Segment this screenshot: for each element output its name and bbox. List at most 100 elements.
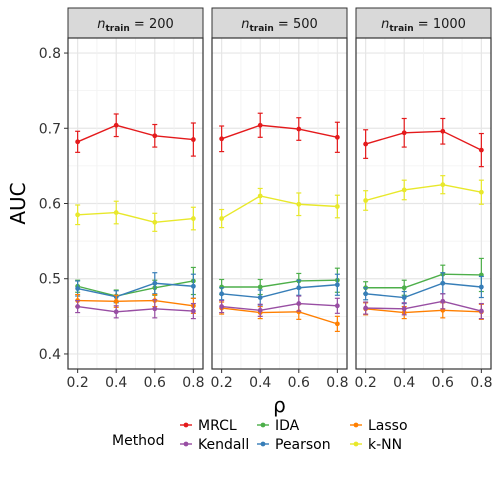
data-point [190,308,196,314]
x-tick-label: 0.8 [326,375,348,391]
data-point [113,210,119,215]
panel-border [355,37,492,370]
series-k-nn [219,187,340,229]
data-point [190,137,196,142]
data-point [219,216,225,221]
data-point [401,295,407,300]
series-kendall [219,295,340,317]
legend-label: MRCL [198,418,237,434]
series-kendall [363,293,484,320]
x-tick-label: 0.4 [393,375,415,391]
series-line [77,124,194,143]
y-tick-label: 0.5 [39,272,61,288]
series-pearson [219,273,340,306]
data-point [257,193,263,199]
data-point [113,122,119,128]
legend-key-point [183,422,189,428]
data-point [257,122,263,128]
facet-panel: ntrain = 200 0.2 0.4 0.6 0.8 [67,7,204,391]
data-point [401,285,407,291]
x-axis-title: ρ [273,393,286,417]
series-line [221,302,338,312]
y-tick-label: 0.8 [39,46,61,62]
data-point [440,182,446,188]
data-point [219,136,225,142]
legend-key-point [183,441,189,447]
series-line [221,195,338,220]
series-line [365,273,482,289]
data-point [363,198,369,203]
legend-entry: k-NN [350,437,402,453]
facet-strip-label: ntrain = 200 [97,17,174,34]
series-line [77,211,194,224]
data-point [401,187,407,193]
data-point [296,285,302,291]
legend-label: Kendall [198,437,249,453]
data-point [219,304,225,309]
legend-entry: MRCL [180,418,237,434]
data-point [75,212,81,218]
series-mrcl [219,112,340,153]
data-point [334,134,340,140]
data-point [219,291,225,297]
series-line [77,282,194,298]
legend-entry: Kendall [180,437,249,453]
data-point [113,309,119,315]
data-point [190,216,196,221]
data-point [334,204,340,209]
x-tick-label: 0.8 [182,375,204,391]
series-k-nn [363,175,484,211]
data-point [440,128,446,134]
data-point [363,305,369,311]
series-line [365,130,482,151]
series-line [365,300,482,312]
legend-entry: Lasso [350,418,408,434]
series-pearson [75,272,196,304]
x-tick-label: 0.6 [288,375,310,391]
series-mrcl [75,113,196,157]
data-point [152,133,158,139]
data-point [257,307,263,313]
data-point [440,298,446,304]
data-point [478,308,484,314]
legend-key-point [353,441,359,447]
data-point [152,306,158,312]
legend-label: k-NN [368,437,402,453]
legend-label: Lasso [368,418,408,434]
data-point [75,304,81,309]
data-point [363,141,369,147]
legend-key-point [260,422,266,428]
y-tick-label: 0.7 [39,121,61,137]
data-point [296,201,302,207]
series-line [365,183,482,202]
data-point [478,189,484,195]
data-point [478,284,484,290]
series-line [77,305,194,313]
x-tick-label: 0.2 [67,375,89,391]
data-point [113,298,119,304]
data-point [334,282,340,288]
series-line [365,282,482,299]
data-point [401,130,407,136]
data-point [334,303,340,309]
legend: Method MRCL Kendall IDA Pearson Lasso k-NN [112,418,408,453]
x-axis: 0.2 0.4 0.6 0.8 [67,369,204,391]
data-point [257,284,263,290]
y-axis-title: AUC [6,182,30,224]
y-axis: 0.4 0.5 0.6 0.7 0.8 [39,46,68,363]
series-kendall [75,299,196,320]
facet-strip [211,7,348,39]
facet-strip [67,7,204,39]
data-point [75,286,81,291]
y-tick-label: 0.6 [39,197,61,213]
data-point [257,295,263,300]
data-point [152,280,158,286]
series-line [221,279,338,288]
series-line [221,124,338,140]
x-tick-label: 0.6 [432,375,454,391]
data-point [401,306,407,312]
x-tick-label: 0.8 [470,375,492,391]
series-k-nn [75,200,196,232]
y-tick-label: 0.4 [39,347,61,363]
legend-entry: IDA [257,418,300,434]
